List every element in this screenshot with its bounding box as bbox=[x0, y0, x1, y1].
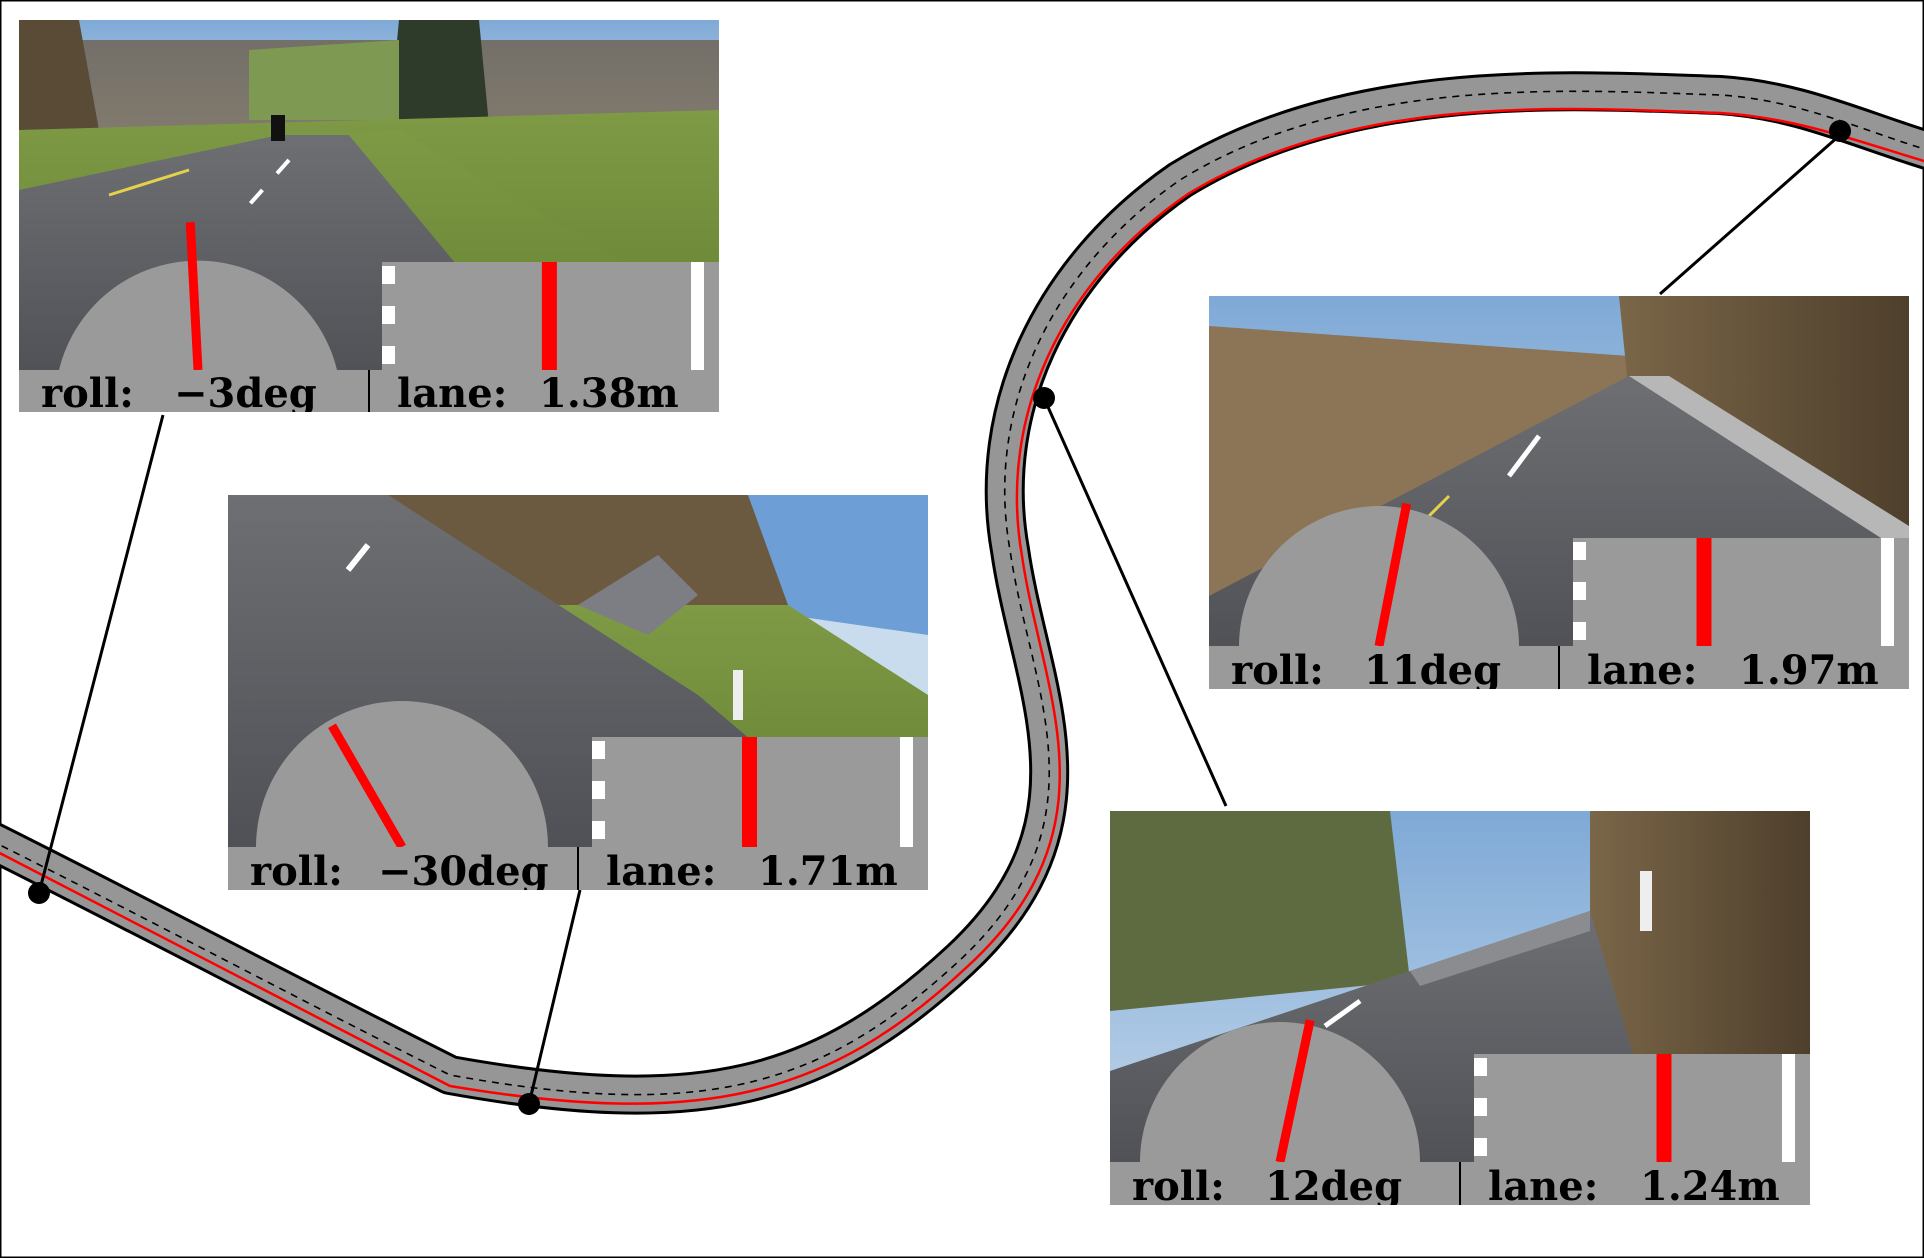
lane-label: lane: bbox=[1587, 647, 1697, 694]
lane-label: lane: bbox=[1488, 1163, 1598, 1210]
roll-gauge-p4 bbox=[1140, 1019, 1420, 1163]
roll-label: roll: bbox=[250, 848, 343, 895]
roll-needle bbox=[328, 723, 406, 850]
lane-right-marking bbox=[1881, 538, 1894, 646]
roll-needle bbox=[185, 221, 203, 371]
roll-gauge-p1 bbox=[59, 221, 337, 371]
roll-gauge-dial bbox=[1239, 506, 1519, 646]
connector-line-p3 bbox=[1659, 133, 1841, 296]
lane-value: 1.38m bbox=[539, 370, 679, 417]
roll-needle bbox=[1275, 1019, 1315, 1163]
lane-value: 1.97m bbox=[1739, 647, 1879, 694]
roll-needle bbox=[1374, 502, 1412, 647]
trajectory-marker-p4 bbox=[1033, 387, 1055, 409]
lane-indicator-p4 bbox=[1474, 1054, 1810, 1162]
lane-right-marking bbox=[691, 262, 704, 370]
lane-position-marker bbox=[541, 262, 557, 370]
lane-indicator-p3 bbox=[1573, 538, 1909, 646]
vehicle-trajectory bbox=[0, 107, 1924, 1105]
trajectory-marker-p1 bbox=[28, 882, 50, 904]
lane-left-marking bbox=[382, 266, 395, 284]
connectors bbox=[28, 120, 1851, 1115]
road-scene-image-p4 bbox=[1110, 811, 1810, 1205]
roll-label: roll: bbox=[41, 370, 134, 417]
trajectory-marker-p2 bbox=[518, 1093, 540, 1115]
trajectory-marker-p3 bbox=[1829, 120, 1851, 142]
lane-indicator-p1 bbox=[382, 262, 719, 370]
connector-line-p1 bbox=[37, 414, 165, 894]
lane-right-marking bbox=[1782, 1054, 1795, 1162]
label-bar-p3: roll: 11deg lane: 1.97m bbox=[1209, 646, 1909, 694]
lane-position-marker bbox=[1696, 538, 1712, 646]
camera-frame-p3: roll: 11deg lane: 1.97m bbox=[1209, 296, 1909, 694]
roll-label: roll: bbox=[1231, 647, 1324, 694]
camera-frame-p1: roll: −3deg lane: 1.38m bbox=[19, 20, 719, 417]
label-bar-p2: roll: −30deg lane: 1.71m bbox=[228, 847, 928, 895]
roll-gauge-p2 bbox=[256, 701, 548, 850]
camera-panel-p1: roll: −3deg lane: 1.38m bbox=[19, 20, 719, 417]
lane-position-marker bbox=[1656, 1054, 1672, 1162]
lane-label: lane: bbox=[397, 370, 507, 417]
label-bar-p4: roll: 12deg lane: 1.24m bbox=[1110, 1162, 1810, 1210]
lane-value: 1.71m bbox=[758, 848, 898, 895]
lane-left-marking bbox=[1573, 542, 1586, 560]
camera-panel-p3: roll: 11deg lane: 1.97m bbox=[1209, 296, 1909, 694]
connector-line-p4 bbox=[1042, 397, 1228, 807]
roll-value: −3deg bbox=[174, 370, 317, 417]
roll-value: 12deg bbox=[1265, 1163, 1402, 1210]
camera-panel-p4: roll: 12deg lane: 1.24m bbox=[1110, 811, 1810, 1210]
camera-frame-p2: roll: −30deg lane: 1.71m bbox=[228, 495, 928, 895]
lane-indicator-p2 bbox=[592, 737, 928, 847]
camera-frame-p4: roll: 12deg lane: 1.24m bbox=[1110, 811, 1810, 1210]
roll-label: roll: bbox=[1132, 1163, 1225, 1210]
lane-right-marking bbox=[900, 737, 913, 847]
label-bar-p1: roll: −3deg lane: 1.38m bbox=[19, 370, 719, 417]
lane-label: lane: bbox=[606, 848, 716, 895]
lane-left-marking bbox=[592, 741, 605, 759]
roll-gauge-p3 bbox=[1239, 502, 1519, 647]
lane-position-marker bbox=[742, 737, 757, 847]
roll-gauge-dial bbox=[256, 701, 548, 847]
roll-gauge-dial bbox=[1140, 1022, 1420, 1162]
road-center-line bbox=[0, 90, 1924, 1096]
lane-value: 1.24m bbox=[1640, 1163, 1780, 1210]
connector-line-p2 bbox=[527, 889, 582, 1105]
camera-panel-p2: roll: −30deg lane: 1.71m bbox=[228, 495, 928, 895]
road-track bbox=[0, 71, 1924, 1115]
roll-value: −30deg bbox=[378, 848, 549, 895]
roll-value: 11deg bbox=[1364, 647, 1501, 694]
lane-left-marking bbox=[1474, 1058, 1487, 1076]
